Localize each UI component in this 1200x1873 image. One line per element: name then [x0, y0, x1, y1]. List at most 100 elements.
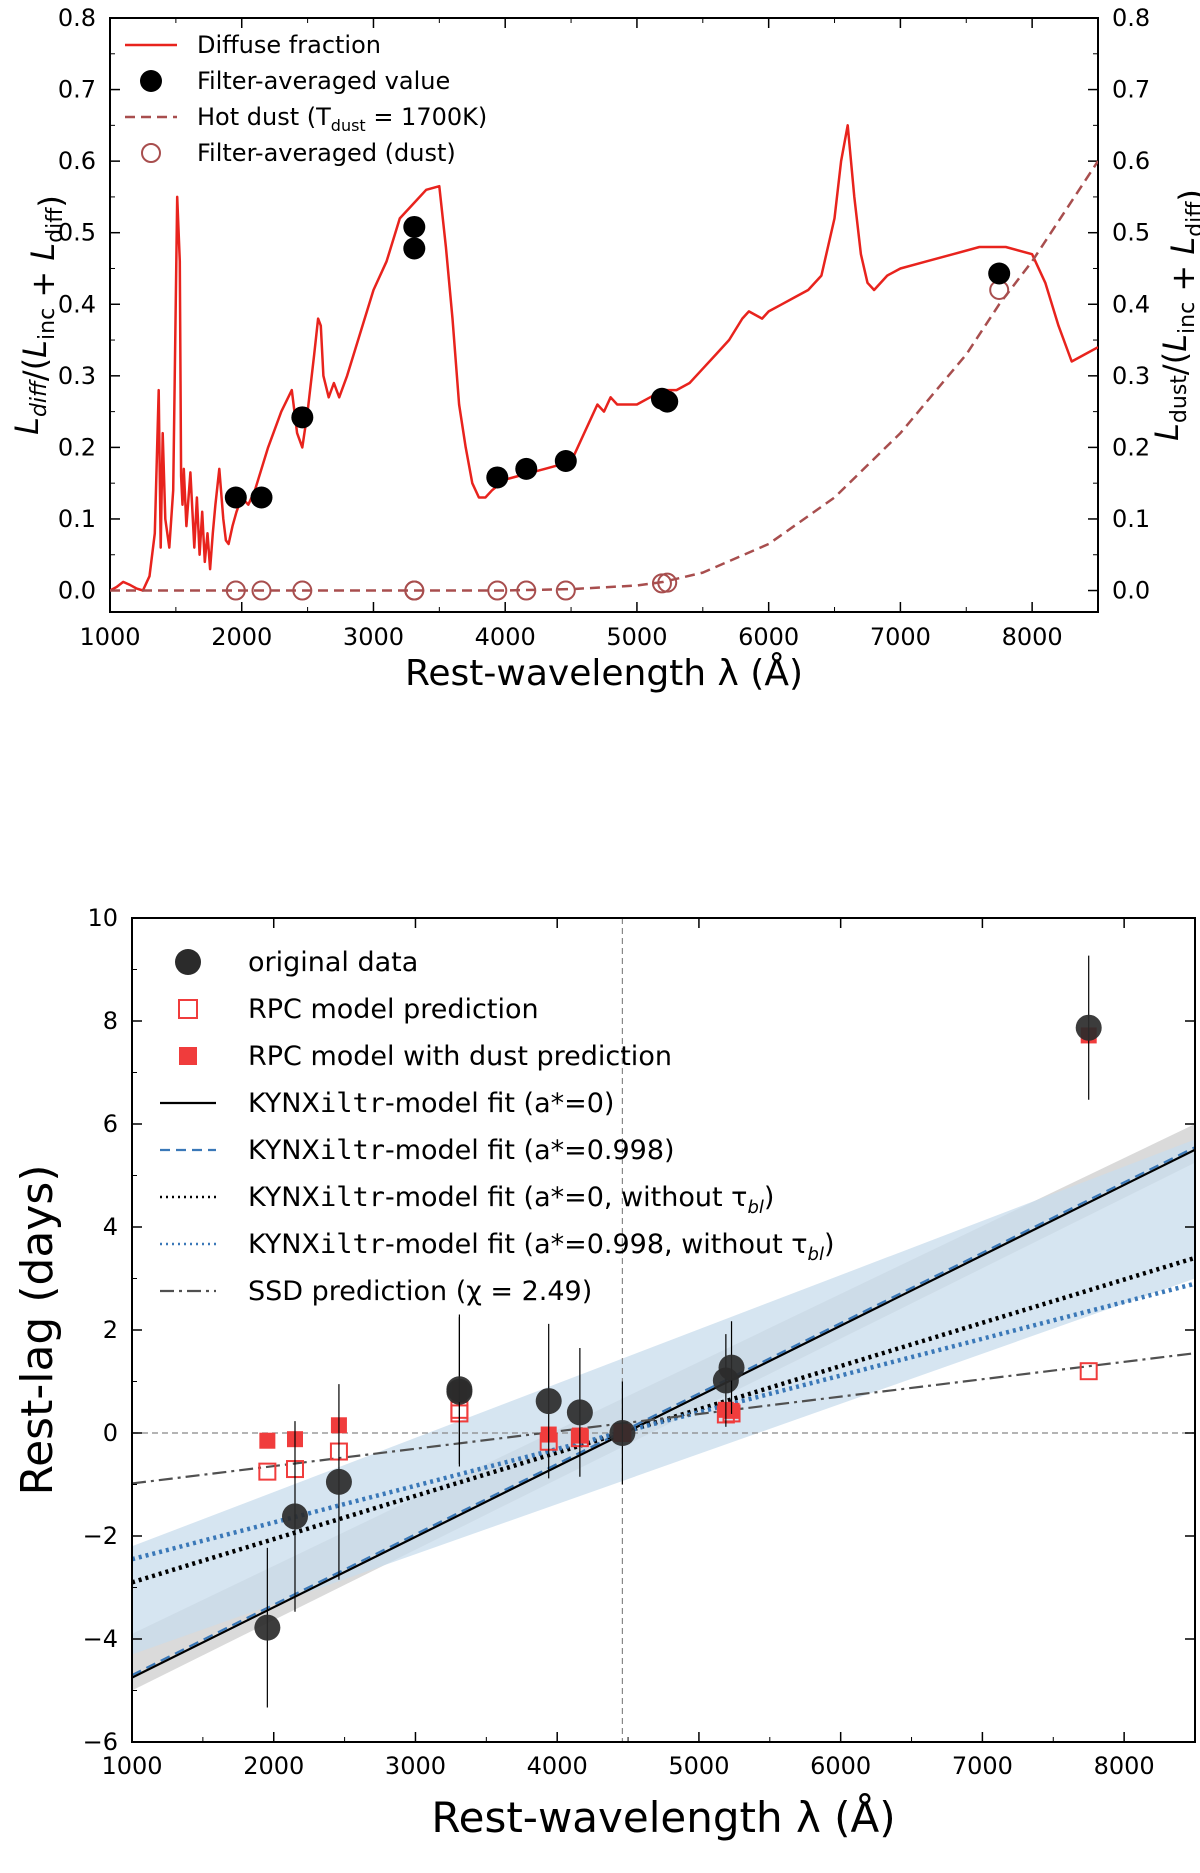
top-y-tick-label-right: 0.3 — [1112, 362, 1150, 390]
dust-filter-point — [657, 572, 678, 593]
top-y-tick-label-right: 0.5 — [1112, 219, 1150, 247]
legend-label-2: RPC model with dust prediction — [248, 1041, 672, 1072]
filter-averaged-point — [515, 457, 538, 480]
top-y-tick-label-left: 0.2 — [58, 433, 96, 461]
bottom-x-tick-label: 6000 — [810, 1752, 871, 1780]
top-x-tick-label: 7000 — [870, 623, 931, 651]
bottom-y-tick-label: 10 — [87, 904, 118, 932]
filter-averaged-point — [250, 486, 273, 509]
bottom-y-tick-label: 0 — [103, 1419, 118, 1447]
top-y-axis-title-left: Ldiff/(Linc + Ldiff) — [8, 195, 70, 435]
bottom-panel: 1000 2000 3000 4000 5000 6000 7000 8000 −6 −4 −2 0 2… — [12, 904, 1196, 1842]
legend-label-4: KYNXiltr-model fit (a*=0.998) — [248, 1135, 675, 1166]
dust-filter-point — [251, 580, 272, 601]
rpc-dust-square — [259, 1432, 276, 1449]
original-data-point — [609, 1420, 636, 1446]
ssd-prediction-line — [132, 1352, 1195, 1485]
hot-dust-line — [110, 160, 1098, 592]
bottom-y-tick-label: −2 — [83, 1522, 118, 1550]
legend-swatch-rpc-dust — [179, 1047, 197, 1065]
dust-filter-point — [516, 580, 537, 601]
filter-averaged-point — [224, 486, 247, 509]
legend-swatch-rpc — [178, 999, 198, 1019]
bottom-y-tick-label: 6 — [103, 1110, 118, 1138]
top-y-tick-label-right: 0.7 — [1112, 76, 1150, 104]
bottom-y-tick-label: 4 — [103, 1213, 118, 1241]
legend-label-7: SSD prediction (χ = 2.49) — [248, 1276, 592, 1307]
top-y-tick-label-left: 0.4 — [58, 290, 96, 318]
original-data-point — [535, 1388, 562, 1415]
legend-label-0: original data — [248, 947, 418, 978]
top-panel: 1000 2000 3000 4000 5000 6000 7000 8000 0.0 0.0 0.… — [8, 4, 1200, 694]
top-x-tick-label: 8000 — [1002, 623, 1063, 651]
dust-filter-point — [292, 580, 313, 601]
dust-filter-point — [487, 580, 508, 601]
legend-label-0: Diffuse fraction — [197, 31, 381, 59]
legend-label-1: Filter-averaged value — [197, 67, 450, 95]
top-y-tick-label-left: 0.7 — [58, 76, 96, 104]
diffuse-fraction-line — [110, 124, 1098, 592]
bottom-x-tick-label: 1000 — [101, 1752, 162, 1780]
top-y-axis-title-right: Ldust/(Linc + Ldiff) — [1148, 189, 1200, 441]
bottom-y-tick-label: −4 — [83, 1625, 118, 1653]
original-data-point — [281, 1503, 308, 1530]
top-x-tick-label: 1000 — [79, 623, 140, 651]
top-y-tick-label-left: 0.6 — [58, 147, 96, 175]
bottom-x-tick-label: 2000 — [243, 1752, 304, 1780]
dust-filter-point — [404, 580, 425, 601]
top-y-tick-label-right: 0.0 — [1112, 577, 1150, 605]
bottom-y-axis-title: Rest-lag (days) — [12, 1164, 63, 1495]
filter-averaged-point — [403, 215, 426, 238]
top-y-tick-label-right: 0.8 — [1112, 4, 1150, 32]
legend-label-1: RPC model prediction — [248, 994, 539, 1025]
top-x-tick-label: 5000 — [606, 623, 667, 651]
top-y-tick-label-left: 0.1 — [58, 505, 96, 533]
filter-averaged-point — [291, 406, 314, 429]
blue-confidence-band — [132, 1139, 1195, 1655]
legend-swatch-dust-filter — [141, 143, 161, 163]
filter-averaged-point — [656, 390, 679, 413]
original-data-point — [566, 1399, 593, 1426]
original-data-point — [254, 1614, 281, 1641]
top-y-tick-label-left: 0.5 — [58, 219, 96, 247]
fit-line-a0 — [132, 1148, 1195, 1679]
filter-averaged-point — [486, 466, 509, 489]
top-y-tick-label-right: 0.2 — [1112, 433, 1150, 461]
bottom-y-tick-label: 2 — [103, 1316, 118, 1344]
top-y-tick-label-left: 0.3 — [58, 362, 96, 390]
top-x-tick-label: 6000 — [738, 623, 799, 651]
original-data-point — [1075, 1014, 1102, 1041]
filter-averaged-point — [403, 237, 426, 260]
bottom-x-tick-label: 4000 — [527, 1752, 588, 1780]
fit-line-a0998-no-tau — [132, 1281, 1195, 1562]
original-data-point — [325, 1468, 352, 1495]
bottom-y-tick-label: 8 — [103, 1007, 118, 1035]
rpc-open-square — [1079, 1362, 1098, 1381]
legend-label-6: KYNXiltr-model fit (a*=0.998, without τb… — [248, 1229, 835, 1265]
bottom-x-tick-label: 5000 — [668, 1752, 729, 1780]
top-y-tick-label-right: 0.1 — [1112, 505, 1150, 533]
top-y-tick-label-right: 0.4 — [1112, 290, 1150, 318]
top-plot-frame — [109, 17, 1099, 613]
filter-averaged-point — [988, 262, 1011, 285]
original-data-point — [718, 1354, 745, 1381]
rpc-open-square — [258, 1462, 277, 1481]
bottom-x-axis-title: Rest-wavelength λ (Å) — [431, 1792, 895, 1842]
top-x-tick-label: 2000 — [211, 623, 272, 651]
original-data-point — [446, 1376, 473, 1403]
filter-averaged-point — [554, 449, 577, 472]
top-y-tick-label-left: 0.8 — [58, 4, 96, 32]
bottom-x-tick-label: 7000 — [952, 1752, 1013, 1780]
bottom-y-tick-label: −6 — [83, 1728, 118, 1756]
dust-filter-point — [555, 580, 576, 601]
top-x-tick-label: 3000 — [343, 623, 404, 651]
bottom-x-tick-label: 8000 — [1094, 1752, 1155, 1780]
top-y-tick-label-right: 0.6 — [1112, 147, 1150, 175]
legend-label-5: KYNXiltr-model fit (a*=0, without τbl) — [248, 1182, 774, 1218]
legend-swatch-original — [175, 949, 201, 975]
legend-label-2: Hot dust (Tdust = 1700K) — [197, 103, 487, 135]
fit-line-a0-no-tau — [132, 1255, 1195, 1585]
top-x-axis-title: Rest-wavelength λ (Å) — [405, 651, 803, 694]
legend-swatch-filter — [140, 70, 162, 92]
